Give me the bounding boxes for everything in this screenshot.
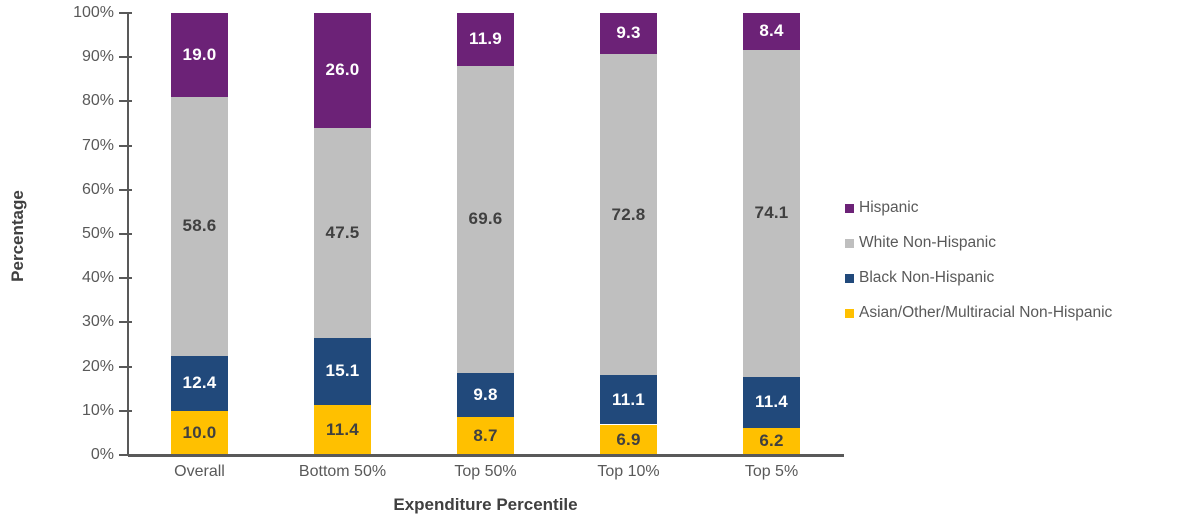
x-tick-label: Top 10%	[597, 463, 660, 480]
y-tick-label: 70%	[81, 136, 114, 154]
x-tick-label: Top 50%	[454, 463, 517, 480]
y-tick-mark	[119, 454, 132, 456]
legend-item: Hispanic	[845, 191, 918, 225]
y-tick-mark	[119, 233, 132, 235]
bar-segment: 9.8	[457, 373, 514, 417]
bar-segment-value: 12.4	[182, 373, 217, 393]
legend-label: Hispanic	[859, 199, 919, 216]
bar-segment-value: 6.9	[616, 429, 641, 449]
y-tick-mark	[119, 144, 132, 147]
bar-segment: 19.0	[171, 13, 228, 97]
bar-segment-value: 26.0	[325, 60, 360, 80]
y-tick-mark	[119, 409, 132, 412]
bar-segment-value: 8.4	[759, 21, 784, 41]
legend-item: Asian/Other/Multiracial Non-Hispanic	[845, 296, 1112, 330]
bar-segment-value: 9.3	[616, 23, 641, 43]
x-axis-line	[128, 454, 844, 457]
y-tick-label: 20%	[81, 357, 114, 375]
bar-segment: 72.8	[600, 53, 657, 376]
bar-segment: 47.5	[314, 127, 371, 338]
bar-segment: 8.4	[743, 12, 800, 50]
bar-segment: 11.4	[314, 404, 371, 455]
legend-label: Black Non-Hispanic	[859, 269, 995, 286]
legend-swatch-icon	[845, 203, 854, 213]
bar-segment: 15.1	[314, 337, 371, 405]
bar-segment-value: 10.0	[182, 422, 217, 442]
legend-swatch-icon	[845, 273, 854, 283]
y-tick-label: 0%	[90, 446, 114, 463]
bar-segment-value: 69.6	[468, 209, 503, 229]
y-tick-mark	[119, 188, 132, 191]
legend-item: Black Non-Hispanic	[845, 261, 994, 295]
bar-segment-value: 74.1	[754, 203, 789, 223]
y-tick-mark	[119, 365, 132, 368]
bar-segment: 10.0	[171, 410, 228, 455]
legend-swatch-icon	[845, 238, 854, 248]
x-tick-label: Overall	[174, 463, 225, 480]
bar-segment: 9.3	[600, 12, 657, 54]
y-tick-label: 40%	[81, 269, 114, 287]
y-tick-label: 100%	[73, 4, 114, 21]
y-tick-label: 60%	[81, 180, 114, 198]
legend-swatch-icon	[845, 308, 854, 318]
legend-label: White Non-Hispanic	[859, 234, 996, 251]
y-tick-mark	[119, 12, 132, 14]
bar-segment: 6.2	[743, 427, 800, 455]
legend-label: Asian/Other/Multiracial Non-Hispanic	[859, 304, 1113, 321]
bar-segment-value: 15.1	[325, 361, 360, 381]
bar-segment: 58.6	[171, 96, 228, 356]
bar-segment-value: 11.9	[469, 29, 502, 49]
bar-segment: 11.9	[457, 13, 514, 66]
x-tick-label: Bottom 50%	[298, 463, 387, 480]
bar-segment-value: 6.2	[759, 431, 784, 451]
bar-segment: 11.4	[743, 377, 800, 428]
y-tick-label: 80%	[81, 92, 114, 110]
bar-segment-value: 8.7	[473, 425, 498, 445]
bar-segment: 11.1	[600, 375, 657, 425]
bar-segment-value: 11.4	[755, 392, 788, 412]
y-tick-label: 50%	[81, 225, 114, 242]
bar-segment: 26.0	[314, 13, 371, 128]
bar-segment-value: 72.8	[611, 204, 646, 224]
bar-segment-value: 58.6	[182, 216, 217, 236]
y-axis-title: Percentage	[8, 190, 27, 282]
y-tick-mark	[119, 56, 132, 59]
x-tick-label: Top 5%	[744, 463, 799, 480]
y-tick-mark	[119, 100, 132, 103]
bar-segment: 6.9	[600, 424, 657, 455]
bar-segment: 8.7	[457, 416, 514, 455]
bar-segment-value: 9.8	[473, 384, 498, 404]
y-tick-label: 30%	[81, 313, 114, 331]
bar-segment-value: 47.5	[325, 222, 360, 242]
y-tick-label: 90%	[81, 48, 114, 66]
x-axis-title: Expenditure Percentile	[393, 495, 578, 514]
y-tick-mark	[119, 277, 132, 280]
bar-segment: 12.4	[171, 355, 228, 411]
y-tick-label: 10%	[81, 401, 114, 419]
legend-item: White Non-Hispanic	[845, 226, 996, 260]
bar-segment: 69.6	[457, 65, 514, 374]
bar-segment-value: 11.4	[326, 419, 359, 439]
y-tick-mark	[119, 321, 132, 324]
bar-segment-value: 19.0	[182, 44, 217, 64]
bar-segment-value: 11.1	[612, 389, 645, 409]
bar-segment: 74.1	[743, 49, 800, 378]
